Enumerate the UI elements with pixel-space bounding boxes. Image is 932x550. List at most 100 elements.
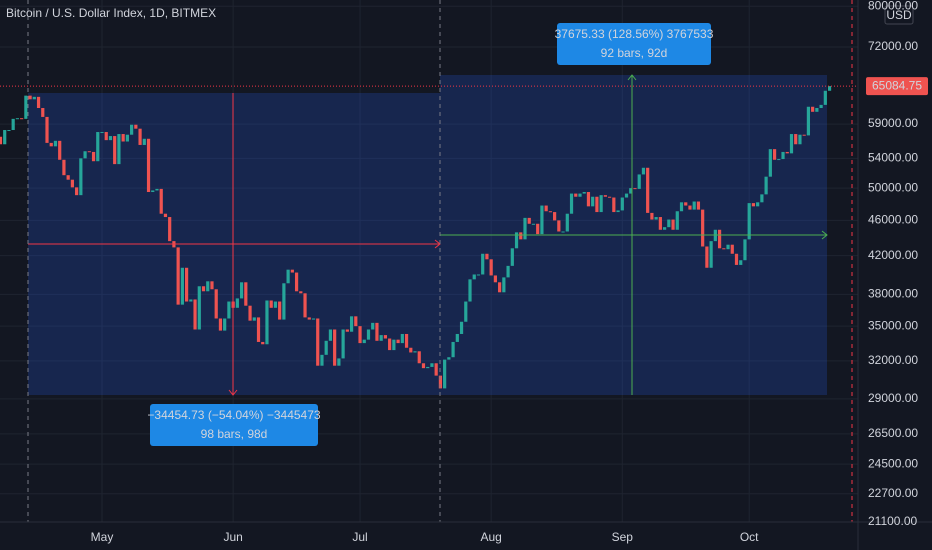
candle: [548, 211, 552, 213]
candle: [409, 347, 413, 353]
candle: [96, 132, 100, 162]
candle: [189, 299, 193, 302]
candle: [815, 108, 819, 112]
candle: [100, 132, 104, 134]
candle: [514, 232, 519, 249]
candle: [294, 272, 299, 292]
candle: [612, 197, 616, 213]
candle: [371, 322, 375, 330]
candle: [798, 134, 802, 145]
candle: [83, 151, 87, 159]
candle: [269, 300, 273, 308]
candle: [248, 305, 252, 321]
last-price-box: [866, 77, 928, 96]
candle: [113, 136, 117, 165]
candle: [667, 219, 671, 228]
candle: [168, 217, 172, 242]
candle: [764, 176, 768, 195]
candle: [303, 293, 307, 318]
candle: [616, 210, 620, 213]
candle: [756, 202, 760, 207]
candle: [544, 205, 548, 212]
candle: [358, 326, 362, 344]
candle: [629, 188, 633, 194]
y-tick-label: 21100.00: [868, 514, 917, 528]
candle: [781, 151, 785, 160]
candle: [696, 201, 701, 210]
candle: [142, 138, 146, 145]
candle: [502, 277, 506, 293]
y-tick-label: 29000.00: [868, 391, 918, 405]
candle: [498, 282, 502, 293]
candle: [11, 118, 15, 131]
candle: [679, 202, 684, 212]
measure-down-text: −34454.73 (−54.04%) −3445473: [147, 408, 320, 422]
candle: [155, 188, 159, 191]
candle: [540, 205, 544, 235]
candle: [747, 203, 751, 240]
candle: [176, 247, 180, 305]
candle: [608, 196, 612, 198]
candle: [379, 335, 383, 341]
x-tick-label: Jul: [352, 530, 367, 544]
candle: [278, 301, 282, 320]
candle: [578, 193, 582, 197]
candle: [201, 286, 206, 292]
x-tick-label: Aug: [480, 530, 501, 544]
candle: [806, 106, 811, 136]
candle: [138, 128, 142, 145]
candle: [595, 196, 599, 213]
candle: [426, 366, 430, 369]
candle: [662, 227, 667, 230]
candle: [91, 151, 96, 162]
candle: [0, 136, 3, 145]
y-tick-label: 32000.00: [868, 353, 918, 367]
candle: [388, 338, 392, 351]
candle: [641, 167, 646, 175]
y-tick-label: 59000.00: [868, 116, 918, 130]
candle: [523, 217, 527, 240]
candle: [569, 193, 574, 214]
y-tick-label: 22700.00: [868, 486, 918, 500]
candle: [36, 96, 41, 109]
candle: [366, 329, 371, 340]
candle: [785, 151, 789, 154]
candle: [421, 363, 426, 369]
candle: [531, 223, 536, 225]
arrow-head: [627, 74, 637, 81]
candle: [789, 134, 794, 154]
candle: [286, 269, 290, 284]
candle: [3, 130, 7, 145]
candle: [620, 197, 624, 211]
candle: [658, 217, 662, 230]
candle: [519, 232, 523, 240]
candle: [536, 223, 540, 235]
candle: [392, 339, 396, 351]
candle: [705, 246, 709, 268]
candle: [299, 291, 303, 294]
y-tick-label: 42000.00: [868, 248, 918, 262]
candle: [151, 190, 155, 193]
candle: [730, 244, 734, 254]
candle: [290, 269, 294, 273]
candle: [468, 279, 472, 302]
currency-box: [884, 5, 914, 25]
candle: [599, 195, 603, 213]
candle: [493, 275, 497, 283]
candle: [15, 118, 19, 120]
candle: [341, 329, 345, 359]
candle: [117, 134, 121, 165]
measure-down-box: [150, 404, 318, 446]
candle: [654, 217, 658, 220]
candle: [675, 211, 679, 230]
y-tick-label: 26500.00: [868, 426, 918, 440]
measure-up-text: 92 bars, 92d: [601, 46, 668, 60]
last-price-label: 65084.75: [872, 78, 922, 92]
candle: [464, 301, 468, 322]
candle: [802, 134, 806, 136]
candle: [282, 283, 286, 320]
candle: [760, 194, 764, 203]
candle: [637, 174, 641, 189]
x-tick-label: Oct: [740, 530, 759, 544]
candle: [751, 203, 756, 207]
